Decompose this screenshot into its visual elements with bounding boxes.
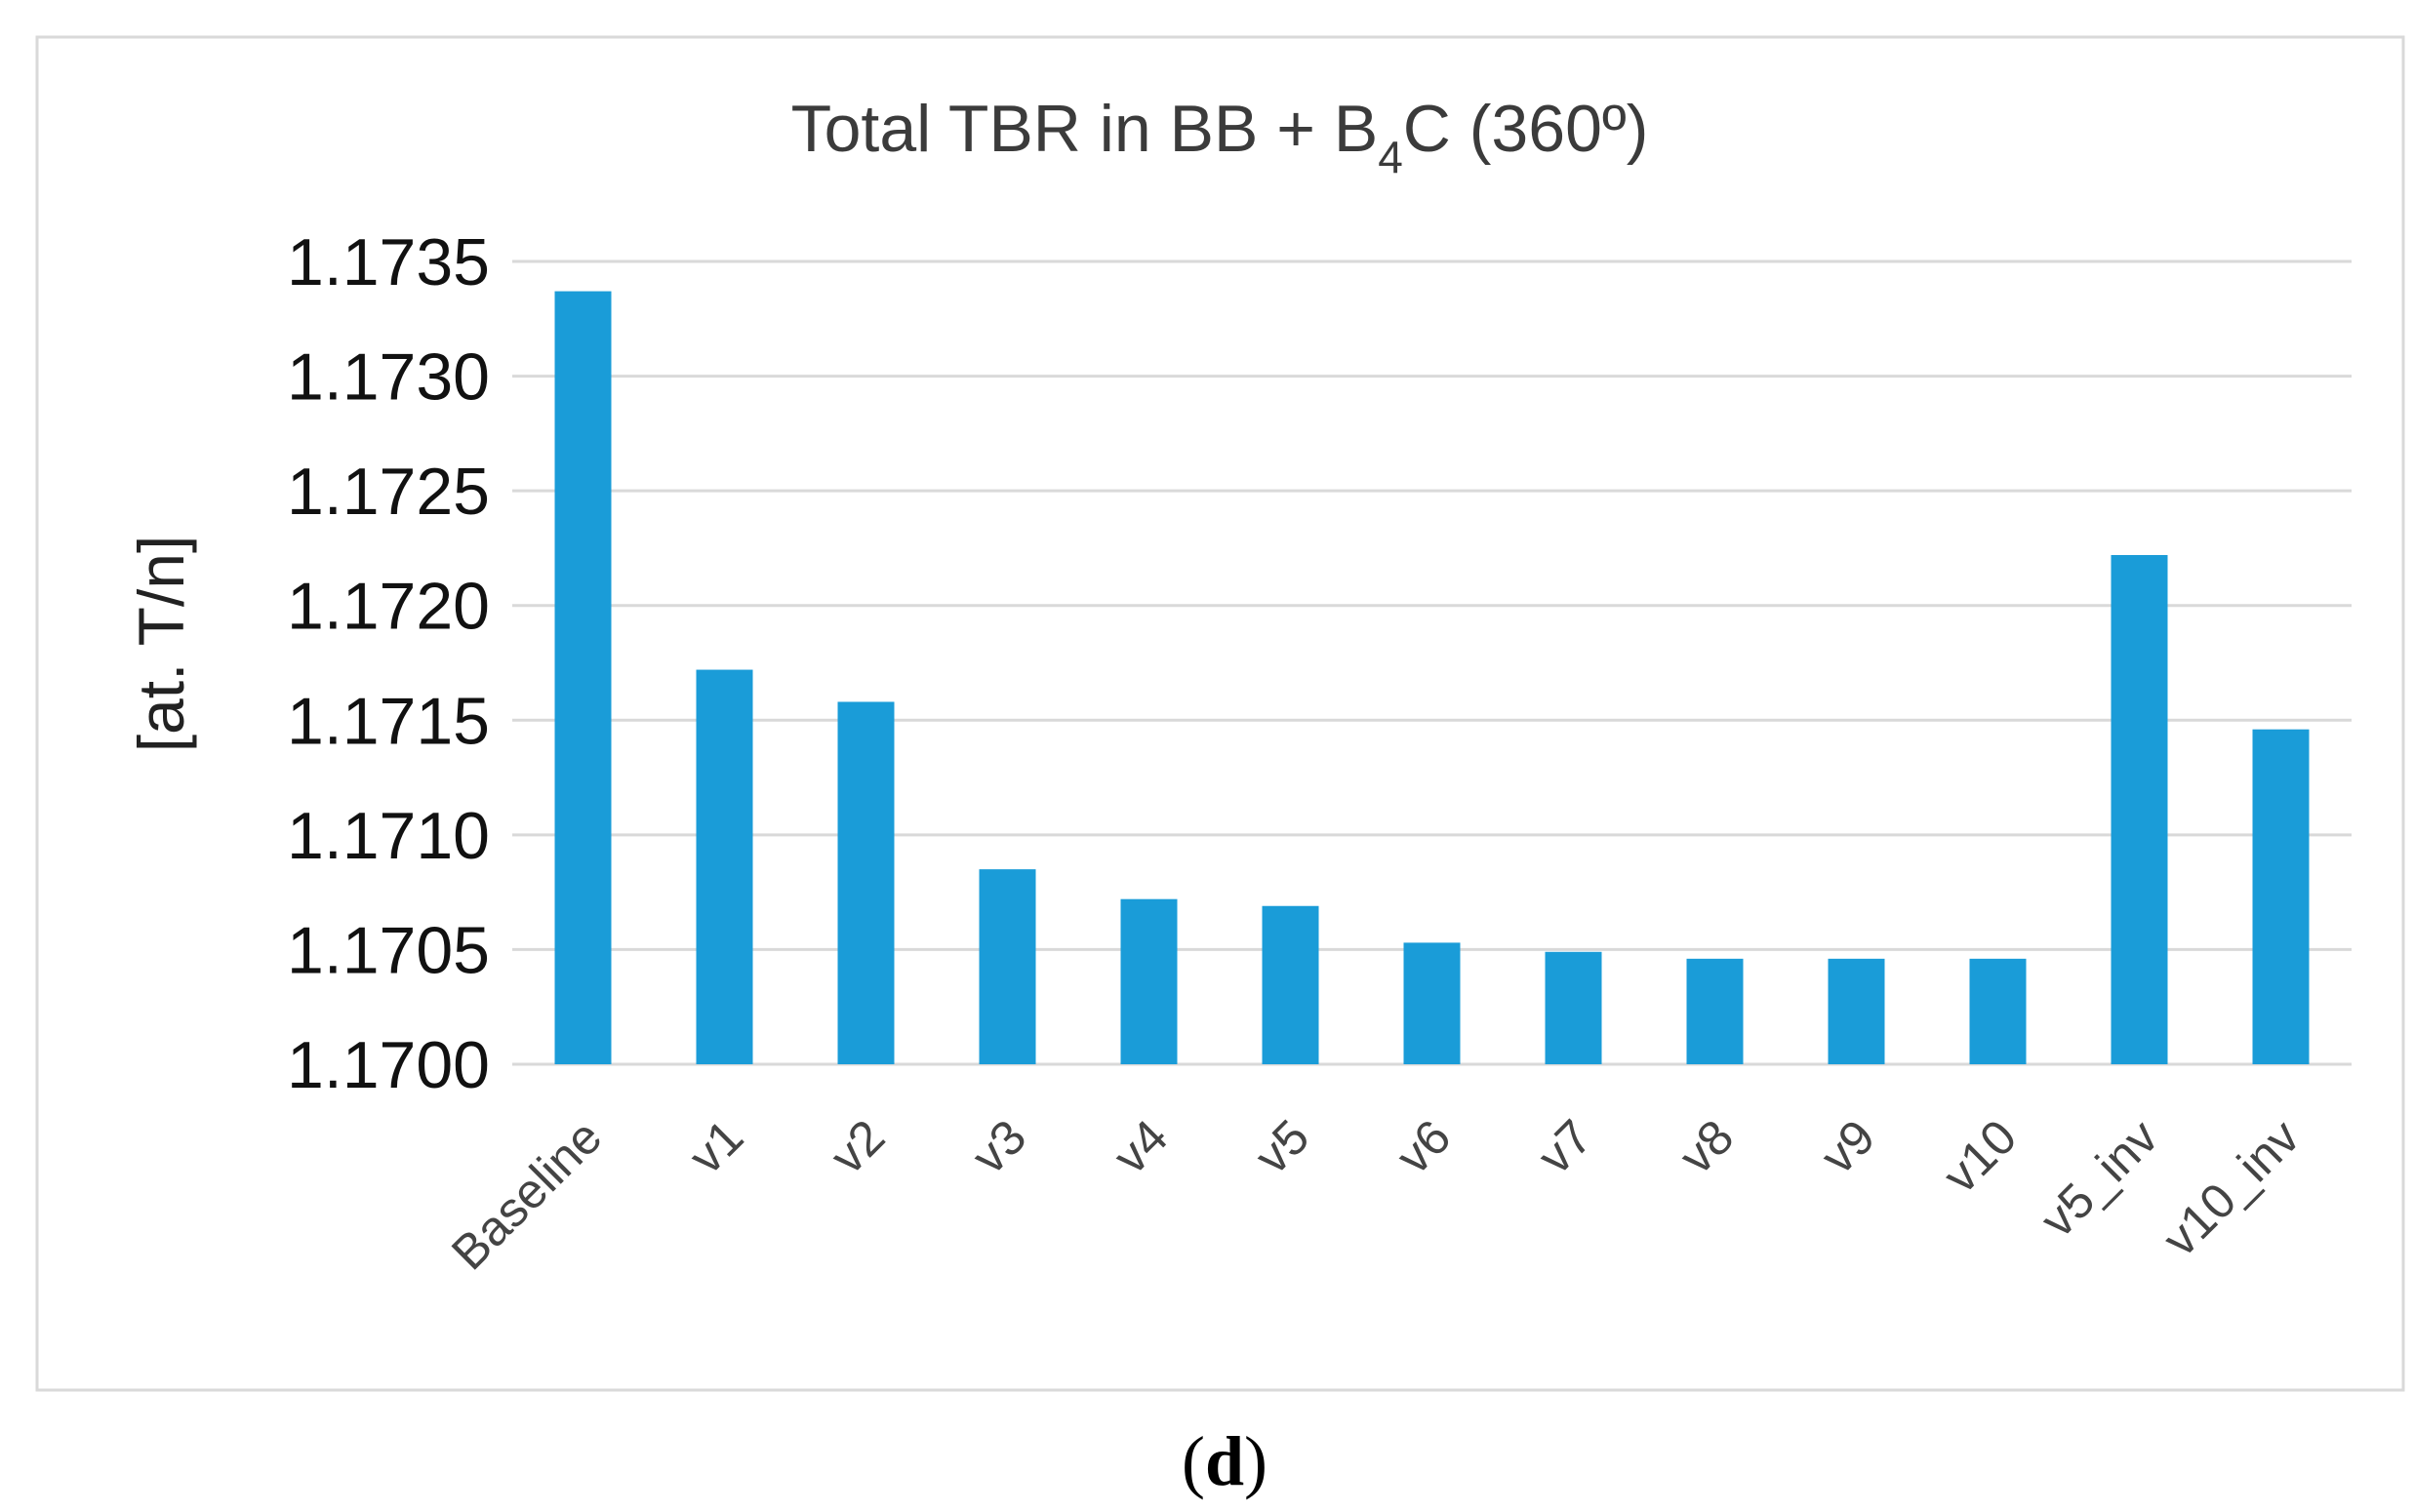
bar-v3 [979,869,1036,1064]
y-tick-label-3: 1.1715 [287,684,490,758]
bars [554,291,2310,1064]
bar-v4 [1120,898,1178,1064]
chart-title: Total TBR in BB + B4C (360º) [791,92,1649,182]
bar-v9 [1828,958,1885,1064]
y-tick-labels: 1.1700 1.1705 1.1710 1.1715 1.1720 1.1725 1.17… [287,225,490,1102]
bar-v1 [696,669,753,1064]
y-tick-label-6: 1.1730 [287,340,490,415]
y-axis-label: [at. T/n] [125,536,197,753]
bar-v10 [1969,958,2027,1064]
y-tick-label-7: 1.1735 [287,225,490,299]
y-tick-label-2: 1.1710 [287,799,490,873]
y-tick-label-0: 1.1700 [287,1028,490,1102]
bar-Baseline [554,291,612,1064]
y-tick-label-4: 1.1720 [287,570,490,644]
bar-v8 [1686,958,1744,1064]
bar-v5 [1262,905,1319,1064]
figure-caption: (d) [1182,1422,1267,1500]
bar-v10_inv [2252,729,2310,1064]
bar-v6 [1403,942,1461,1064]
gridlines [512,259,2352,1066]
bar-v5_inv [2111,554,2168,1064]
y-tick-label-5: 1.1725 [287,455,490,529]
bar-v7 [1545,951,1602,1064]
y-tick-label-1: 1.1705 [287,913,490,987]
bar-v2 [837,701,895,1064]
